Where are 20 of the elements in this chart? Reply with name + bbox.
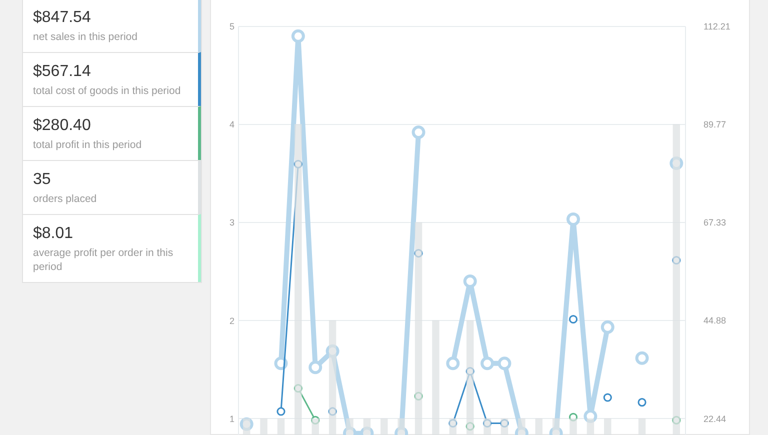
y2-tick-label: 44.88 [704,316,726,326]
text: total cost of goods in this period [33,84,182,98]
y-tick-label: 1 [229,414,234,424]
y2-tick-label: 112.21 [704,22,730,32]
text: $847.54 [33,8,92,28]
y-tick-label: 5 [229,22,234,32]
text: $280.40 [33,116,92,136]
text: $567.14 [33,62,92,82]
y2-tick-label: 22.44 [704,414,726,424]
y2-tick-label: 89.77 [704,120,726,130]
y-tick-label: 2 [229,316,234,326]
text: orders placed [33,192,98,206]
text: average profit per order in this period [33,246,174,274]
y-tick-label: 3 [229,218,234,228]
text: total profit in this period [33,138,143,152]
text: net sales in this period [33,30,138,44]
y2-tick-label: 67.33 [704,218,726,228]
text: $8.01 [33,224,74,244]
text: 35 [33,170,52,190]
y-tick-label: 4 [229,120,234,130]
